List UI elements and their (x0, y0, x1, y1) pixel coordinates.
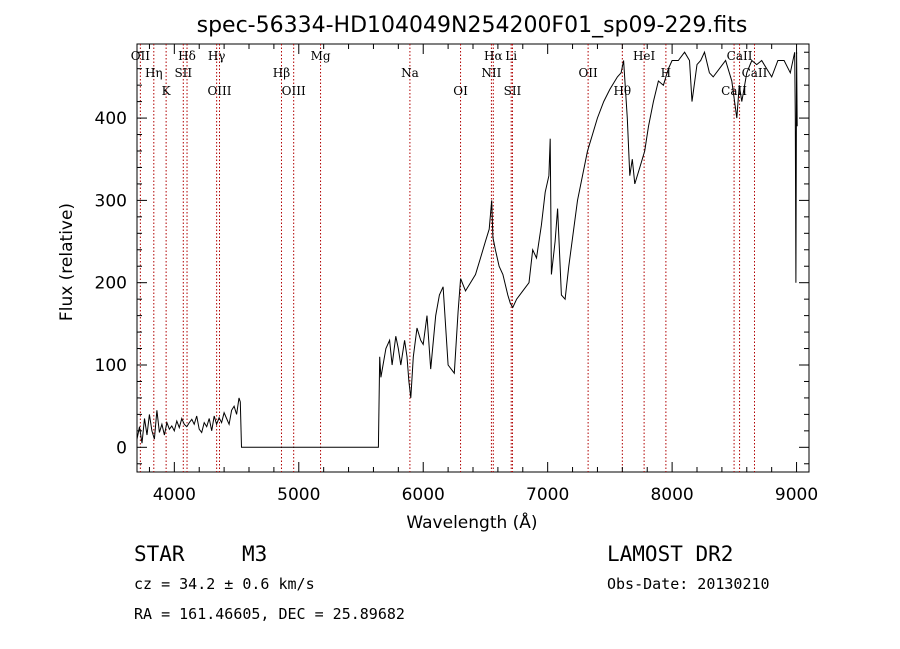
spectral-line-label: OII (578, 66, 598, 80)
spectral-line-label: K (162, 84, 172, 98)
spectral-line-label: OIII (207, 84, 231, 98)
y-axis-ticks: 0 100 200 300 400 (95, 51, 809, 465)
x-axis-ticks: 4000 5000 6000 7000 8000 9000 (148, 44, 818, 505)
x-tick-label: 9000 (775, 485, 818, 505)
spectral-line-label: SII (504, 84, 522, 98)
spectral-line-label: H (661, 66, 671, 80)
coordinates: RA = 161.46605, DEC = 25.89682 (134, 605, 405, 623)
obs-date: Obs-Date: 20130210 (607, 575, 770, 593)
spectral-line-label: SII (174, 66, 192, 80)
spectral-line-label: CaII (727, 49, 753, 63)
x-tick-label: 7000 (526, 485, 569, 505)
y-tick-label: 300 (95, 191, 127, 211)
spectral-line-label: Li (505, 49, 517, 63)
spectral-line-markers (139, 44, 755, 472)
spectral-line-label: HeI (633, 49, 656, 63)
spectral-line-label: Hη (145, 66, 163, 80)
y-tick-label: 0 (116, 438, 127, 458)
spectral-line-label: Hδ (178, 49, 196, 63)
spectral-line-label: Hβ (273, 66, 290, 80)
x-axis-label: Wavelength (Å) (406, 511, 537, 533)
x-tick-label: 8000 (650, 485, 693, 505)
x-tick-label: 4000 (153, 485, 196, 505)
object-class: STAR (134, 542, 185, 566)
spectral-line-label: OIII (282, 84, 306, 98)
spectral-line-label: Hγ (208, 49, 226, 63)
y-axis-label: Flux (relative) (57, 203, 77, 321)
spectral-line-label: Hα (484, 49, 503, 63)
object-subclass: M3 (242, 542, 267, 566)
cz-value: cz = 34.2 ± 0.6 km/s (134, 575, 315, 593)
chart-title: spec-56334-HD104049N254200F01_sp09-229.f… (197, 13, 748, 38)
spectral-line-label: OI (453, 84, 468, 98)
survey-name: LAMOST DR2 (607, 542, 733, 566)
spectral-line-label: NII (481, 66, 501, 80)
y-tick-label: 400 (95, 109, 127, 129)
x-tick-label: 6000 (402, 485, 445, 505)
x-tick-label: 5000 (277, 485, 320, 505)
y-tick-label: 100 (95, 356, 127, 376)
y-tick-label: 200 (95, 274, 127, 294)
spectral-line-label: OII (131, 49, 151, 63)
spectral-line-label: Na (401, 66, 419, 80)
spectral-line-label: Mg (311, 49, 331, 63)
series-line-0 (136, 50, 798, 448)
spectral-line-labels: OIIHηKHδSIIOIIIHγHβOIIIMgNaOIHαNIISIILiO… (131, 49, 768, 98)
series-layer (136, 50, 798, 448)
spectral-line-label: Hθ (613, 84, 631, 98)
